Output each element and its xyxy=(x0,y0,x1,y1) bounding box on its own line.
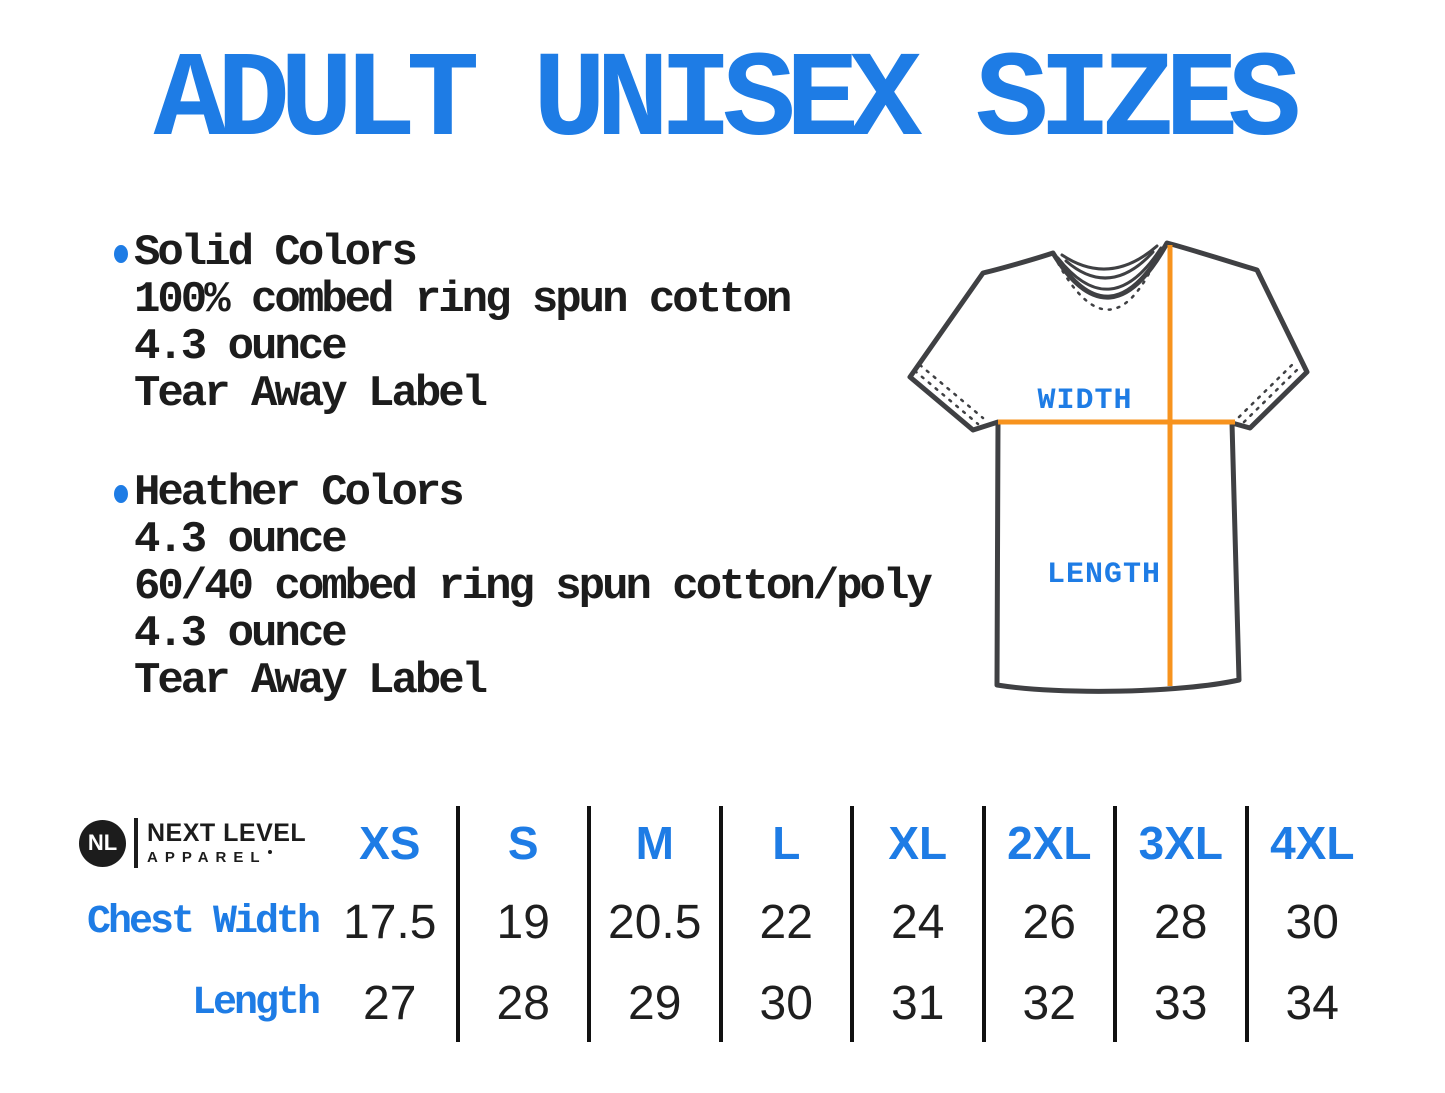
size-value: 31 xyxy=(850,964,982,1042)
row-label: Chest Width xyxy=(86,899,321,945)
length-label: LENGTH xyxy=(1047,558,1161,592)
size-value: 19 xyxy=(455,880,588,964)
size-column-header: S xyxy=(455,806,588,880)
logo-text: NEXT LEVEL APPAREL xyxy=(147,819,307,866)
tshirt-svg: WIDTH LENGTH xyxy=(907,240,1310,694)
tshirt-outline xyxy=(907,240,1310,694)
size-value: 24 xyxy=(850,880,982,964)
size-column-header: L xyxy=(718,806,851,880)
spec-heading-row: Solid Colors xyxy=(114,230,930,277)
size-value: 28 xyxy=(455,964,588,1042)
spec-line: Tear Away Label xyxy=(134,656,488,706)
bullet-icon xyxy=(114,244,128,263)
size-value: 30 xyxy=(1244,880,1377,964)
spec-line: 4.3 ounce xyxy=(134,515,348,565)
row-label: Length xyxy=(191,980,321,1026)
size-value: 29 xyxy=(587,964,719,1042)
size-value: 34 xyxy=(1244,964,1377,1042)
size-column-header: XS xyxy=(359,817,421,869)
size-column-header: 3XL xyxy=(1113,806,1245,880)
spec-line: Tear Away Label xyxy=(134,369,488,419)
size-value: 20.5 xyxy=(587,880,719,964)
width-label: WIDTH xyxy=(1037,384,1132,418)
size-value: 27 xyxy=(363,976,417,1030)
spec-group: Heather Colors 4.3 ounce 60/40 combed ring… xyxy=(114,470,933,706)
size-table: NL NEXT LEVEL APPAREL XS S M L XL 2XL 3XL 4XL Ch… xyxy=(65,806,1376,1042)
collar-band-line xyxy=(1056,246,1163,291)
size-value: 26 xyxy=(981,880,1114,964)
size-value: 33 xyxy=(1113,964,1245,1042)
spec-line: 4.3 ounce xyxy=(134,609,348,659)
spec-line: 100% combed ring spun cotton xyxy=(134,275,792,325)
brand-logo: NL NEXT LEVEL APPAREL xyxy=(65,806,324,880)
size-column-header: 2XL xyxy=(981,806,1114,880)
bullet-icon xyxy=(114,484,128,503)
collar-back-line xyxy=(1060,244,1159,271)
size-column-header: XL xyxy=(850,806,982,880)
size-value: 22 xyxy=(718,880,851,964)
size-value: 28 xyxy=(1113,880,1245,964)
spec-group: Solid Colors 100% combed ring spun cotton… xyxy=(114,230,930,418)
brand-subname: APPAREL xyxy=(147,850,306,865)
brand-name: NEXT LEVEL xyxy=(147,819,307,847)
logo-divider xyxy=(134,818,138,868)
size-value: 32 xyxy=(981,964,1114,1042)
size-value: 30 xyxy=(718,964,851,1042)
size-column-header: 4XL xyxy=(1244,806,1377,880)
collar-back-line-2 xyxy=(1064,250,1155,280)
spec-line: 60/40 combed ring spun cotton/poly xyxy=(134,562,933,612)
page-title: ADULT UNISEX SIZES xyxy=(153,32,1302,171)
spec-heading: Solid Colors xyxy=(134,228,418,278)
tshirt-diagram: WIDTH LENGTH xyxy=(900,225,1370,715)
nl-monogram-icon: NL xyxy=(79,819,126,867)
fabric-specs: Solid Colors 100% combed ring spun cotton… xyxy=(114,230,933,706)
collar-stitch-dots xyxy=(1056,251,1161,311)
spec-heading-row: Heather Colors xyxy=(114,470,930,517)
size-column-header: M xyxy=(587,806,719,880)
spec-heading: Heather Colors xyxy=(134,468,465,518)
spec-line: 4.3 ounce xyxy=(134,322,348,372)
size-value: 17.5 xyxy=(343,895,437,949)
